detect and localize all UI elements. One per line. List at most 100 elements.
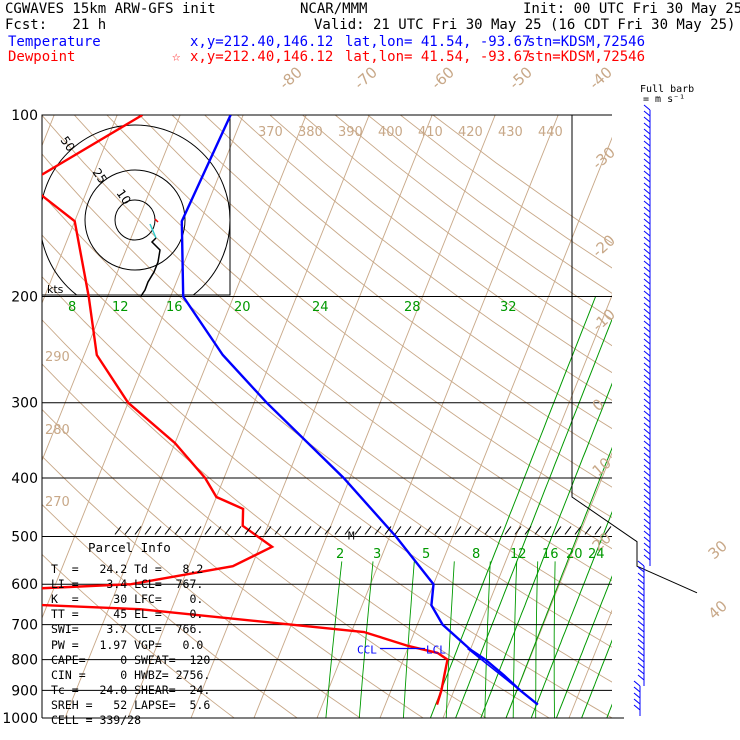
wind-barb-flag bbox=[643, 266, 651, 273]
isotherm-line bbox=[568, 609, 612, 718]
wind-barb-flag bbox=[643, 410, 651, 417]
hodograph-trace-low bbox=[154, 218, 159, 223]
temperature-legend-label: Temperature bbox=[8, 34, 101, 50]
moist-adiabat-line bbox=[480, 382, 612, 718]
dry-adiabat-line bbox=[400, 115, 612, 269]
theta-label: 410 bbox=[418, 125, 443, 140]
wind-barb-flag bbox=[643, 548, 651, 555]
parcel-info-row: K = 30 LFC= 0. bbox=[51, 592, 204, 607]
wind-barb-flag bbox=[643, 320, 651, 327]
wind-barb-flag bbox=[643, 176, 651, 183]
wind-barb-flag bbox=[637, 608, 645, 615]
wind-barb-flag bbox=[643, 158, 651, 165]
dewpoint-legend-label: Dewpoint bbox=[8, 49, 76, 65]
wind-barb-flag bbox=[643, 248, 651, 255]
isotherm-line bbox=[42, 115, 118, 305]
moist-adiabat-line bbox=[455, 318, 612, 718]
wind-barb-flag bbox=[643, 530, 651, 537]
dry-adiabat-line bbox=[42, 408, 424, 718]
temperature-station: stn=KDSM,72546 bbox=[527, 34, 646, 50]
moist-adiabat-line bbox=[606, 703, 612, 718]
isotherm-line bbox=[379, 136, 612, 718]
wind-barb-flag bbox=[643, 554, 651, 561]
hatch-mark bbox=[454, 526, 462, 535]
plot-border bbox=[571, 115, 698, 594]
hatch-mark bbox=[584, 526, 592, 535]
hodograph-ring bbox=[114, 199, 156, 241]
hatch-mark bbox=[594, 526, 602, 535]
hatch-mark bbox=[374, 526, 382, 535]
wind-barb-flag bbox=[643, 128, 651, 135]
wind-barb-flag bbox=[633, 692, 641, 699]
mixing-ratio-line bbox=[553, 561, 556, 718]
isotherm-line bbox=[695, 115, 740, 718]
wind-barb-flag bbox=[643, 236, 651, 243]
wind-barb-flag bbox=[643, 224, 651, 231]
parcel-path bbox=[467, 647, 539, 706]
wind-barb-flag bbox=[637, 650, 645, 657]
hatch-mark bbox=[224, 526, 232, 535]
wind-barb-flag bbox=[637, 674, 645, 681]
wind-barb-flag bbox=[643, 164, 651, 171]
dry-adiabat-line bbox=[42, 115, 612, 582]
hodograph-ring-label: 10 bbox=[114, 187, 134, 208]
org-label: NCAR/MMM bbox=[300, 1, 368, 17]
wind-barb-flag bbox=[643, 362, 651, 369]
parcel-info-row: LI = 3.4 LCL= 767. bbox=[51, 577, 204, 592]
hatch-mark bbox=[414, 526, 422, 535]
dry-adiabat-line bbox=[42, 455, 361, 718]
wind-barb-flag bbox=[637, 578, 645, 585]
isotherm-label: 30 bbox=[705, 537, 731, 563]
pressure-tick-label: 400 bbox=[11, 471, 38, 487]
theta-label: 280 bbox=[45, 423, 70, 438]
hatch-mark bbox=[244, 526, 252, 535]
mixing-ratio-line bbox=[484, 561, 491, 718]
wind-barb-flag bbox=[643, 104, 651, 111]
wind-barb-flag bbox=[643, 116, 651, 123]
pressure-tick-label: 900 bbox=[11, 683, 38, 699]
dry-adiabat-line bbox=[42, 193, 612, 648]
wind-barb-flag bbox=[643, 386, 651, 393]
wind-barb-flag bbox=[643, 290, 651, 297]
wind-barb-flag bbox=[637, 584, 645, 591]
parcel-info-row: Tc = 24.0 SHEAR= 24. bbox=[51, 682, 211, 697]
hatch-mark bbox=[334, 526, 342, 535]
wind-barb-flag bbox=[637, 560, 645, 567]
wind-barb-flag bbox=[643, 200, 651, 207]
wind-barb-flag bbox=[643, 122, 651, 129]
mixing-ratio-line bbox=[402, 561, 415, 718]
isotherm-label: 40 bbox=[705, 597, 731, 623]
hatch-mark bbox=[564, 526, 572, 535]
hatch-mark bbox=[404, 526, 412, 535]
valid-time: Valid: 21 UTC Fri 30 May 25 (16 CDT Fri … bbox=[314, 17, 736, 33]
hatch-mark bbox=[574, 526, 582, 535]
wind-barb-flag bbox=[643, 482, 651, 489]
moist-adiabat-line bbox=[530, 511, 612, 718]
isotherm-line bbox=[127, 115, 370, 718]
hatch-mark bbox=[524, 526, 532, 535]
hatch-mark bbox=[364, 526, 372, 535]
wind-barb-flag bbox=[643, 374, 651, 381]
dry-adiabat-line bbox=[42, 363, 487, 718]
isotherm-line bbox=[632, 115, 740, 718]
parcel-info-row: T = 24.2 Td = 8.2 bbox=[51, 562, 204, 576]
dry-adiabat-line bbox=[42, 503, 298, 718]
hatch-mark bbox=[254, 526, 262, 535]
wind-barb-flag bbox=[643, 338, 651, 345]
wind-barb-flag bbox=[633, 704, 641, 711]
isotherm-line bbox=[316, 115, 559, 718]
dewpoint-station: stn=KDSM,72546 bbox=[527, 49, 646, 65]
hatch-mark bbox=[144, 526, 152, 535]
pressure-tick-label: 600 bbox=[11, 577, 38, 593]
parcel-info-title: Parcel Info bbox=[88, 540, 171, 555]
init-time: Init: 00 UTC Fri 30 May 25 bbox=[523, 1, 740, 17]
wind-barb-flag bbox=[633, 698, 641, 705]
moist-adiabat-label: 28 bbox=[404, 300, 421, 315]
wind-barb-flag bbox=[643, 470, 651, 477]
wind-barb-flag bbox=[643, 308, 651, 315]
dry-adiabat-line bbox=[42, 153, 612, 615]
parcel-info-row: SREH = 52 LAPSE= 5.6 bbox=[51, 697, 211, 712]
parcel-info-row: CAPE= 0 SWEAT= 120 bbox=[51, 652, 211, 667]
wind-barb-flag bbox=[637, 590, 645, 597]
forecast-hour: Fcst: 21 h bbox=[5, 17, 107, 33]
